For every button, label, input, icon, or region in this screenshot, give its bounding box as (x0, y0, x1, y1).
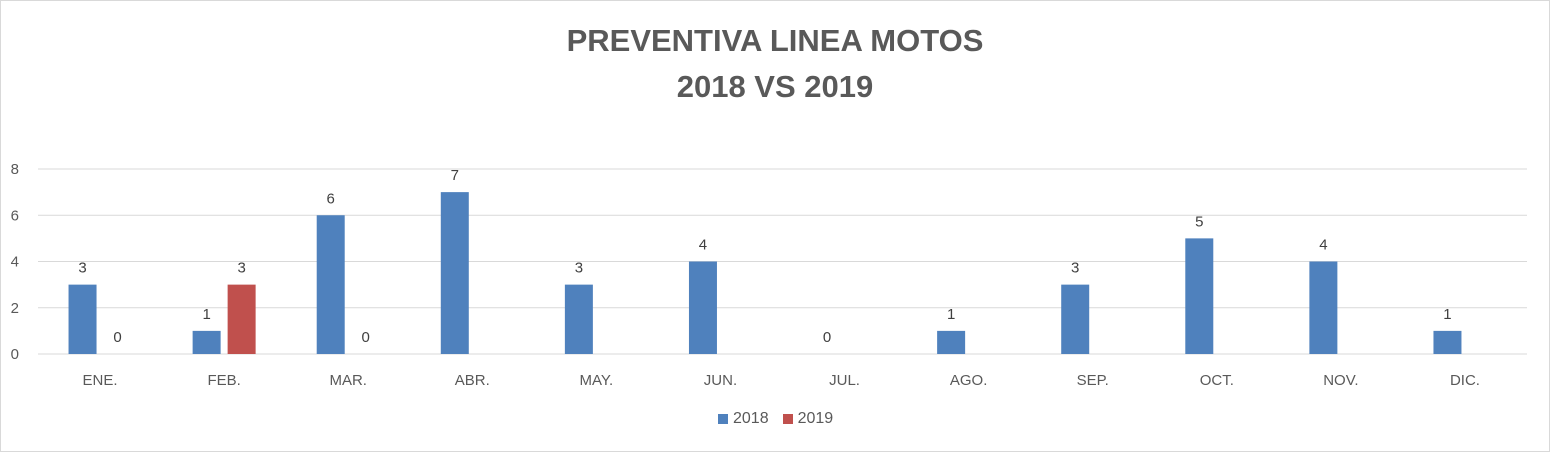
category-label-jul: JUL. (829, 372, 860, 389)
data-label-2019-mar: 0 (362, 329, 370, 346)
legend-swatch-2019 (782, 414, 793, 424)
y-tick-label-0: 0 (11, 346, 19, 363)
data-label-2018-oct: 5 (1195, 213, 1203, 230)
data-label-2018-abr: 7 (451, 167, 459, 184)
legend-swatch-2018 (718, 414, 728, 424)
data-label-2018-feb: 1 (202, 306, 210, 323)
bar-2018-may (564, 284, 593, 354)
legend-label-2019: 2019 (797, 410, 834, 427)
data-label-2018-nov: 4 (1319, 237, 1327, 254)
bar-2018-mar (316, 215, 345, 354)
category-label-nov: NOV. (1323, 372, 1358, 389)
data-label-2018-dic: 1 (1443, 306, 1451, 323)
y-tick-label-6: 6 (11, 207, 19, 224)
bar-2018-dic (1433, 330, 1462, 354)
category-label-abr: ABR. (455, 372, 490, 389)
category-label-may: MAY. (580, 372, 614, 389)
bar-2018-ene (68, 284, 97, 354)
data-label-2018-ene: 3 (78, 260, 86, 277)
category-label-dic: DIC. (1450, 372, 1480, 389)
legend-item-2018: 2018 (718, 410, 769, 428)
data-label-2018-ago: 1 (947, 306, 955, 323)
y-tick-label-4: 4 (11, 254, 19, 271)
data-label-2018-jul: 0 (823, 329, 831, 346)
data-label-2018-may: 3 (575, 260, 583, 277)
category-label-mar: MAR. (329, 372, 367, 389)
bar-2018-feb (192, 330, 221, 354)
data-label-2018-mar: 6 (327, 190, 335, 207)
data-label-2018-sep: 3 (1071, 260, 1079, 277)
bar-2018-jun (688, 261, 717, 354)
legend: 2018 2019 (718, 410, 847, 428)
y-tick-label-2: 2 (11, 300, 19, 317)
category-label-ene: ENE. (83, 372, 118, 389)
bar-2018-ago (937, 330, 966, 354)
legend-item-2019: 2019 (782, 410, 834, 428)
category-label-ago: AGO. (950, 372, 988, 389)
chart-title-line-1: PREVENTIVA LINEA MOTOS (566, 23, 984, 58)
bar-2018-sep (1061, 284, 1090, 354)
category-label-oct: OCT. (1200, 372, 1234, 389)
legend-label-2018: 2018 (733, 410, 769, 427)
y-tick-label-8: 8 (11, 161, 19, 178)
bar-2018-abr (440, 192, 469, 354)
bar-2018-oct (1185, 238, 1214, 354)
bar-2018-nov (1309, 261, 1338, 354)
category-label-sep: SEP. (1077, 372, 1109, 389)
data-label-2019-feb: 3 (237, 260, 245, 277)
category-label-jun: JUN. (704, 372, 737, 389)
chart-title-line-2: 2018 VS 2019 (676, 69, 874, 104)
data-label-2019-ene: 0 (113, 329, 121, 346)
category-label-feb: FEB. (207, 372, 240, 389)
bar-2019-feb (227, 284, 256, 354)
data-label-2018-jun: 4 (699, 237, 707, 254)
